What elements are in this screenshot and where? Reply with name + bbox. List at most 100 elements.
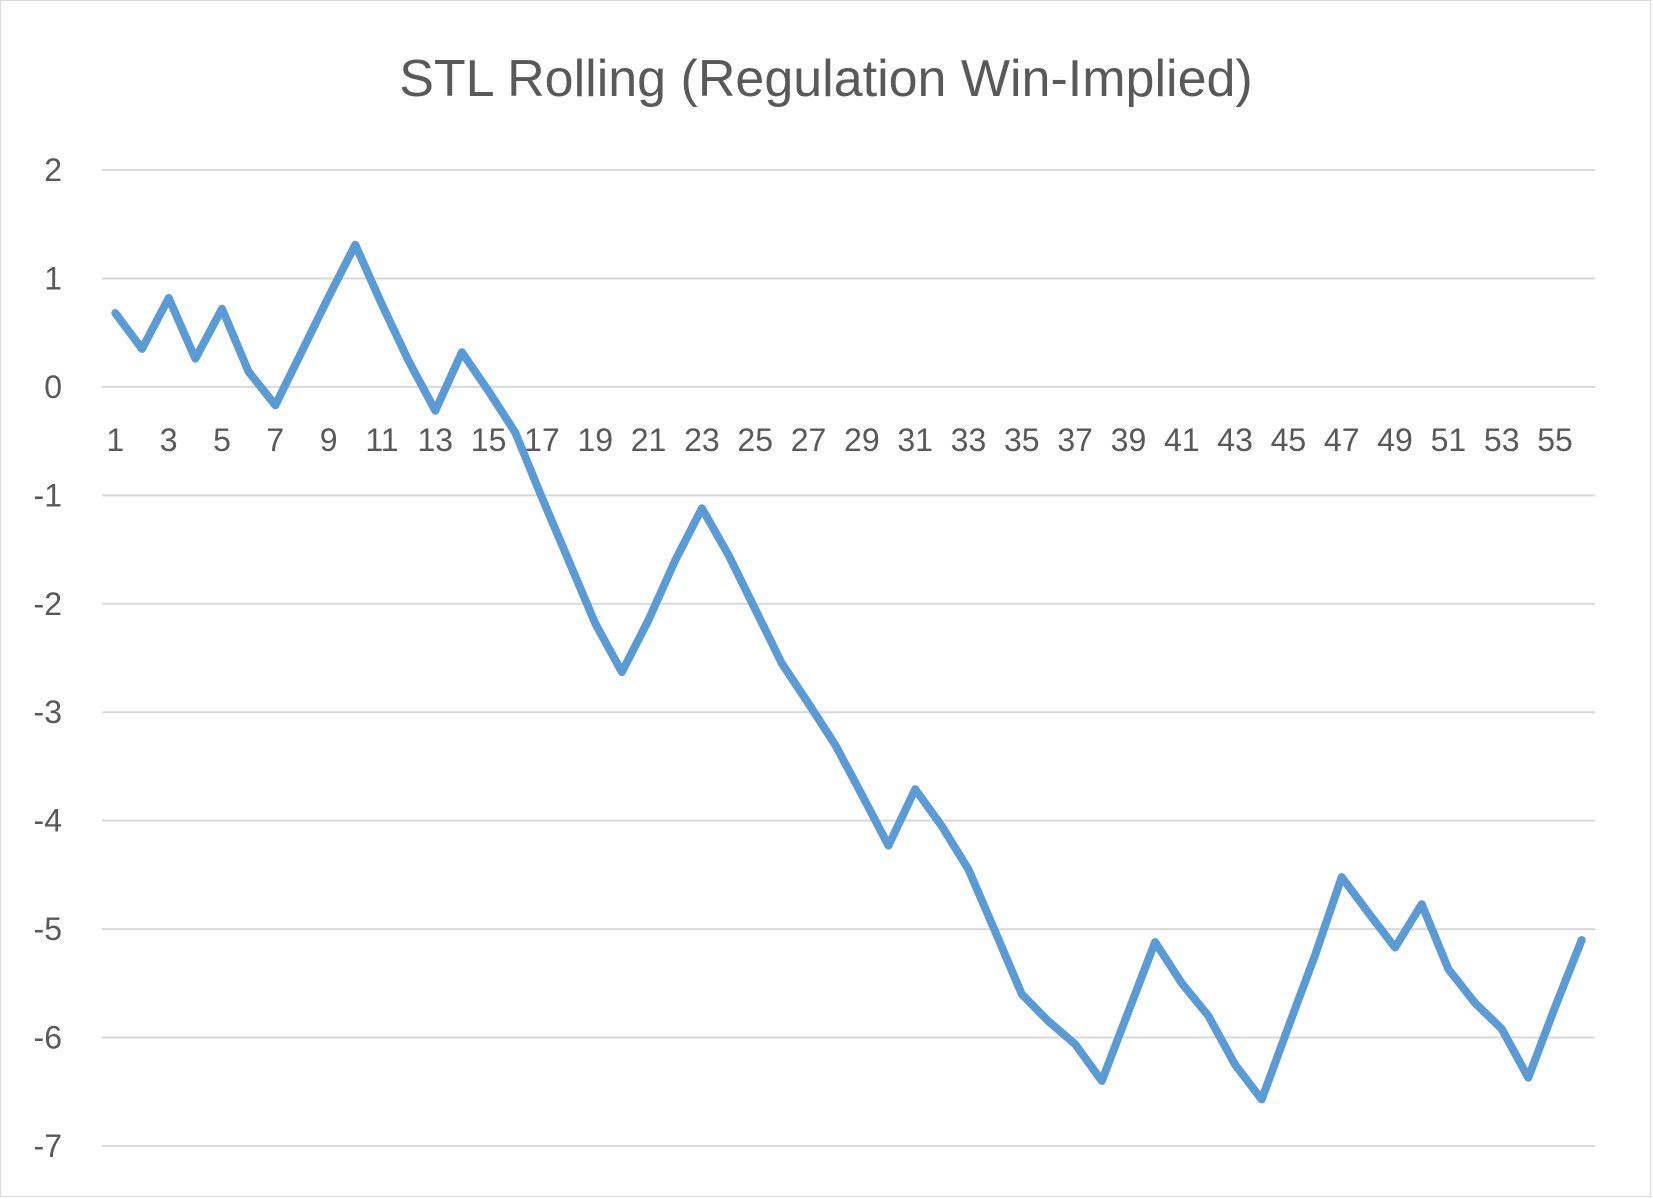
- data-point: [967, 868, 970, 871]
- data-point: [460, 351, 463, 354]
- data-point: [674, 559, 677, 562]
- y-tick-label: -2: [34, 586, 62, 622]
- x-tick-label: 17: [524, 422, 560, 458]
- data-point: [327, 295, 330, 298]
- series-line-0: [111, 240, 1586, 1104]
- data-point: [700, 507, 703, 510]
- y-tick-label: -5: [34, 911, 62, 947]
- x-tick-label: 43: [1217, 422, 1253, 458]
- x-tick-label: 19: [577, 422, 613, 458]
- x-tick-label: 11: [365, 422, 398, 458]
- x-tick-label: 41: [1164, 422, 1200, 458]
- data-point: [1394, 946, 1397, 949]
- data-point: [1207, 1014, 1210, 1017]
- x-tick-label: 35: [1004, 422, 1040, 458]
- data-point: [1047, 1020, 1050, 1023]
- data-point: [247, 370, 250, 373]
- x-tick-labels: 1 3 5 7 9 11 13 15 17 19 21 23 25 27 29 31 33 35 37 39 41 43 4…: [106, 422, 1572, 458]
- data-point: [1580, 938, 1583, 941]
- x-tick-label: 45: [1271, 422, 1307, 458]
- y-tick-label: -7: [34, 1128, 62, 1164]
- x-tick-label: 23: [684, 422, 720, 458]
- data-point: [1260, 1098, 1263, 1101]
- data-point: [114, 312, 117, 315]
- x-tick-label: 15: [471, 422, 507, 458]
- data-point: [1420, 903, 1423, 906]
- y-tick-label: -3: [34, 694, 62, 730]
- data-point: [940, 825, 943, 828]
- x-tick-label: 49: [1377, 422, 1413, 458]
- x-tick-label: 55: [1537, 422, 1573, 458]
- data-point: [354, 243, 357, 246]
- data-point: [434, 409, 437, 412]
- data-point: [1527, 1076, 1530, 1079]
- data-point: [1367, 911, 1370, 914]
- data-point: [1020, 993, 1023, 996]
- data-point: [620, 671, 623, 674]
- data-point: [1154, 941, 1157, 944]
- data-point: [300, 350, 303, 353]
- y-tick-label: -1: [34, 477, 62, 513]
- chart-title: STL Rolling (Regulation Win-Implied): [399, 50, 1253, 108]
- x-tick-label: 9: [320, 422, 338, 458]
- data-point: [1500, 1027, 1503, 1030]
- x-tick-label: 51: [1431, 422, 1467, 458]
- y-tick-label: 1: [44, 260, 62, 296]
- x-tick-label: 7: [266, 422, 284, 458]
- data-point: [914, 788, 917, 791]
- y-tick-labels: 2 1 0 -1 -2 -3 -4 -5 -6 -7: [34, 152, 62, 1164]
- data-point: [780, 662, 783, 665]
- series-layer: [111, 240, 1586, 1104]
- data-point: [194, 357, 197, 360]
- x-tick-label: 53: [1484, 422, 1520, 458]
- data-point: [754, 608, 757, 611]
- data-point: [1314, 954, 1317, 957]
- data-point: [1287, 1025, 1290, 1028]
- data-point: [407, 359, 410, 362]
- data-point: [220, 307, 223, 310]
- y-tick-label: 0: [44, 369, 62, 405]
- y-tick-label: -6: [34, 1020, 62, 1056]
- data-point: [994, 930, 997, 933]
- data-point: [1554, 1006, 1557, 1009]
- data-point: [1127, 1010, 1130, 1013]
- x-tick-label: 21: [631, 422, 667, 458]
- x-tick-label: 39: [1111, 422, 1147, 458]
- data-point: [567, 559, 570, 562]
- data-point: [1234, 1063, 1237, 1066]
- gridlines: [102, 169, 1595, 1147]
- data-point: [887, 844, 890, 847]
- x-tick-label: 13: [417, 422, 453, 458]
- x-tick-label: 33: [951, 422, 987, 458]
- data-point: [380, 303, 383, 306]
- data-point: [594, 622, 597, 625]
- x-tick-label: 5: [213, 422, 231, 458]
- x-tick-label: 3: [160, 422, 178, 458]
- x-tick-label: 1: [106, 422, 124, 458]
- x-tick-label: 29: [844, 422, 880, 458]
- x-tick-label: 31: [897, 422, 933, 458]
- data-point: [1447, 968, 1450, 971]
- data-point: [1100, 1079, 1103, 1082]
- data-point: [1340, 876, 1343, 879]
- data-point: [1474, 1001, 1477, 1004]
- data-point: [860, 793, 863, 796]
- data-point: [167, 296, 170, 299]
- data-point: [727, 553, 730, 556]
- data-point: [514, 431, 517, 434]
- data-point: [1180, 982, 1183, 985]
- x-tick-label: 37: [1057, 422, 1093, 458]
- data-point: [1074, 1043, 1077, 1046]
- data-point: [487, 390, 490, 393]
- data-point: [807, 702, 810, 705]
- y-tick-label: -4: [34, 803, 62, 839]
- x-tick-label: 27: [791, 422, 827, 458]
- data-point: [647, 619, 650, 622]
- data-point: [140, 347, 143, 350]
- x-tick-label: 47: [1324, 422, 1360, 458]
- data-point: [540, 496, 543, 499]
- data-point: [274, 404, 277, 407]
- x-tick-label: 25: [737, 422, 773, 458]
